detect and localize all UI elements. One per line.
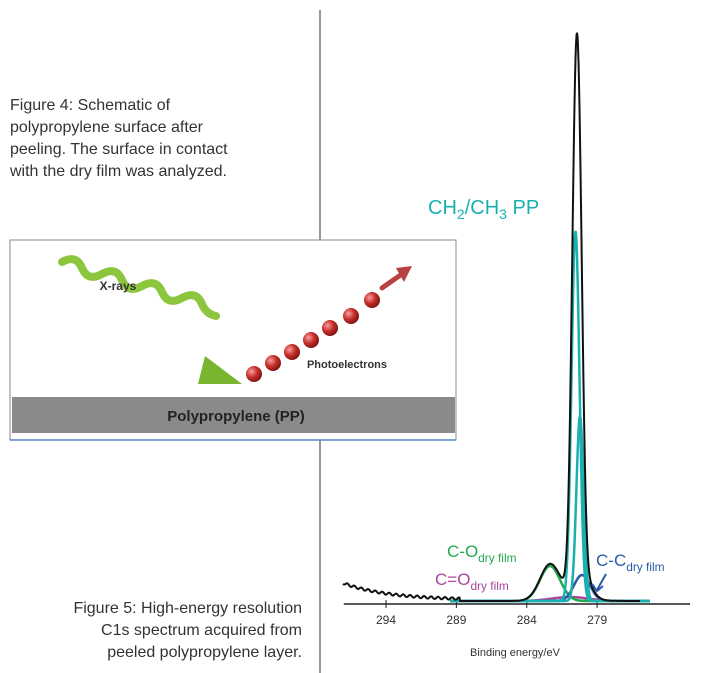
x-tick-label: 289 <box>446 613 466 627</box>
envelope-curve <box>342 32 640 602</box>
surface <box>12 397 455 433</box>
caption-line: polypropylene surface after <box>10 119 204 136</box>
component-curve <box>450 230 650 603</box>
peak-label: C=Odry film <box>435 570 509 593</box>
peak-label: C-Odry film <box>447 542 517 565</box>
label-subscript: dry film <box>626 560 664 574</box>
caption-line: Figure 4: Schematic of <box>10 97 171 114</box>
x-axis-label: Binding energy/eV <box>470 647 561 659</box>
caption-line: C1s spectrum acquired from <box>101 622 302 639</box>
label-subscript: 3 <box>499 206 507 222</box>
peak-label: CH2/CH3 PP <box>428 197 539 222</box>
label-subscript: 2 <box>457 206 465 222</box>
figure4-caption: Figure 4: Schematic of polypropylene surf… <box>9 97 228 180</box>
xray-arrowhead <box>198 356 242 384</box>
label-text: C=O <box>435 570 470 589</box>
arrow <box>591 573 607 593</box>
x-tick-label: 294 <box>376 613 396 627</box>
peak-label: C-Cdry film <box>596 551 665 574</box>
x-tick-label: 279 <box>587 613 607 627</box>
label-text: /CH <box>465 197 499 219</box>
photoelectrons <box>246 266 412 382</box>
caption-line: Figure 5: High-energy resolution <box>73 600 302 617</box>
label-subscript: dry film <box>478 551 516 565</box>
xray-wave <box>58 255 220 320</box>
label-text: C-C <box>596 551 626 570</box>
component-curve <box>450 411 650 603</box>
photoelectron-label: Photoelectrons <box>307 359 387 371</box>
figure5-caption: Figure 5: High-energy resolution C1s spec… <box>73 600 302 661</box>
xray-label: X-rays <box>100 279 137 293</box>
label-subscript: dry film <box>470 579 508 593</box>
x-tick-label: 284 <box>517 613 537 627</box>
caption-line: peeled polypropylene layer. <box>107 644 302 661</box>
label-text: C-O <box>447 542 478 561</box>
caption-line: peeling. The surface in contact <box>10 141 228 158</box>
surface-label: Polypropylene (PP) <box>167 408 305 425</box>
schematic: X-rays Photoelectrons Polypropylene (PP) <box>9 239 457 441</box>
label-text: CH <box>428 197 457 219</box>
caption-line: with the dry film was analyzed. <box>9 163 227 180</box>
label-text: PP <box>507 197 539 219</box>
